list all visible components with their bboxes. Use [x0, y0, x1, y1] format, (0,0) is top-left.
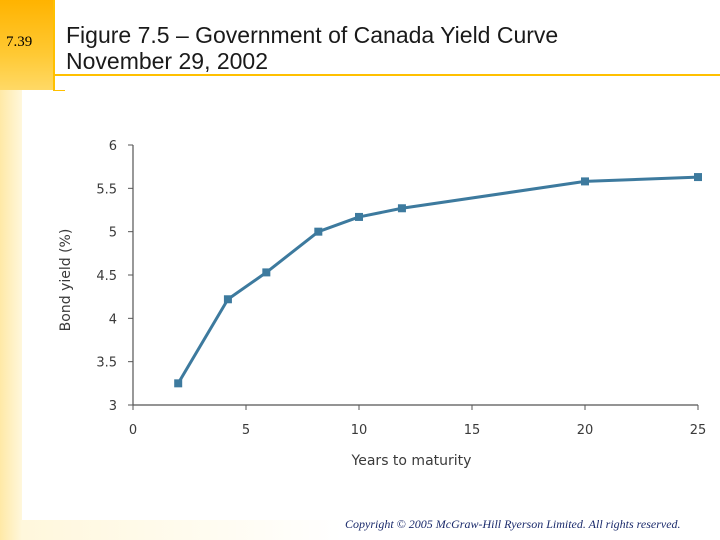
x-tick-label: 0 [129, 423, 137, 438]
x-axis-label: Years to maturity [351, 453, 472, 469]
data-point-marker [174, 379, 183, 388]
y-tick-label: 3.5 [96, 356, 117, 371]
yield-curve-line [176, 175, 699, 385]
y-axis-label: Bond yield (%) [58, 229, 74, 332]
side-decoration-bar [0, 0, 22, 540]
data-point-marker [223, 295, 232, 304]
slide-title: Figure 7.5 – Government of Canada Yield … [66, 22, 558, 74]
chart-ticks: 3 3.5 4 4.5 5 5.5 6 0 5 10 15 20 25 [96, 139, 706, 438]
copyright-notice: Copyright © 2005 McGraw-Hill Ryerson Lim… [345, 517, 681, 531]
x-tick-label: 10 [351, 423, 368, 438]
bottom-decoration-strip [22, 520, 342, 540]
data-point-marker [355, 212, 363, 221]
data-point-marker [397, 204, 406, 213]
data-point-marker [262, 268, 271, 277]
title-divider-vertical [53, 0, 55, 90]
data-point-marker [694, 173, 702, 182]
slide-title-line-1: Figure 7.5 – Government of Canada Yield … [66, 22, 559, 48]
y-tick-label: 6 [109, 139, 117, 154]
title-divider-horizontal [53, 74, 720, 76]
x-tick-label: 5 [242, 423, 250, 438]
y-tick-label: 5 [109, 226, 117, 241]
slide-number: 7.39 [6, 34, 33, 50]
slide-title-line-2: November 29, 2002 [66, 48, 269, 74]
chart-axes [132, 145, 698, 406]
y-tick-label: 4.5 [96, 269, 117, 284]
slide-number-box: 7.39 [0, 0, 53, 90]
y-tick-label: 3 [109, 399, 117, 414]
title-divider-tick [53, 90, 65, 91]
data-point-marker [314, 227, 323, 236]
y-tick-label: 4 [109, 312, 117, 327]
x-tick-label: 15 [464, 423, 481, 438]
y-tick-label: 5.5 [96, 182, 117, 197]
data-point-marker [581, 177, 589, 186]
x-tick-label: 25 [690, 423, 707, 438]
x-tick-label: 20 [577, 423, 594, 438]
chart-series [174, 173, 702, 388]
